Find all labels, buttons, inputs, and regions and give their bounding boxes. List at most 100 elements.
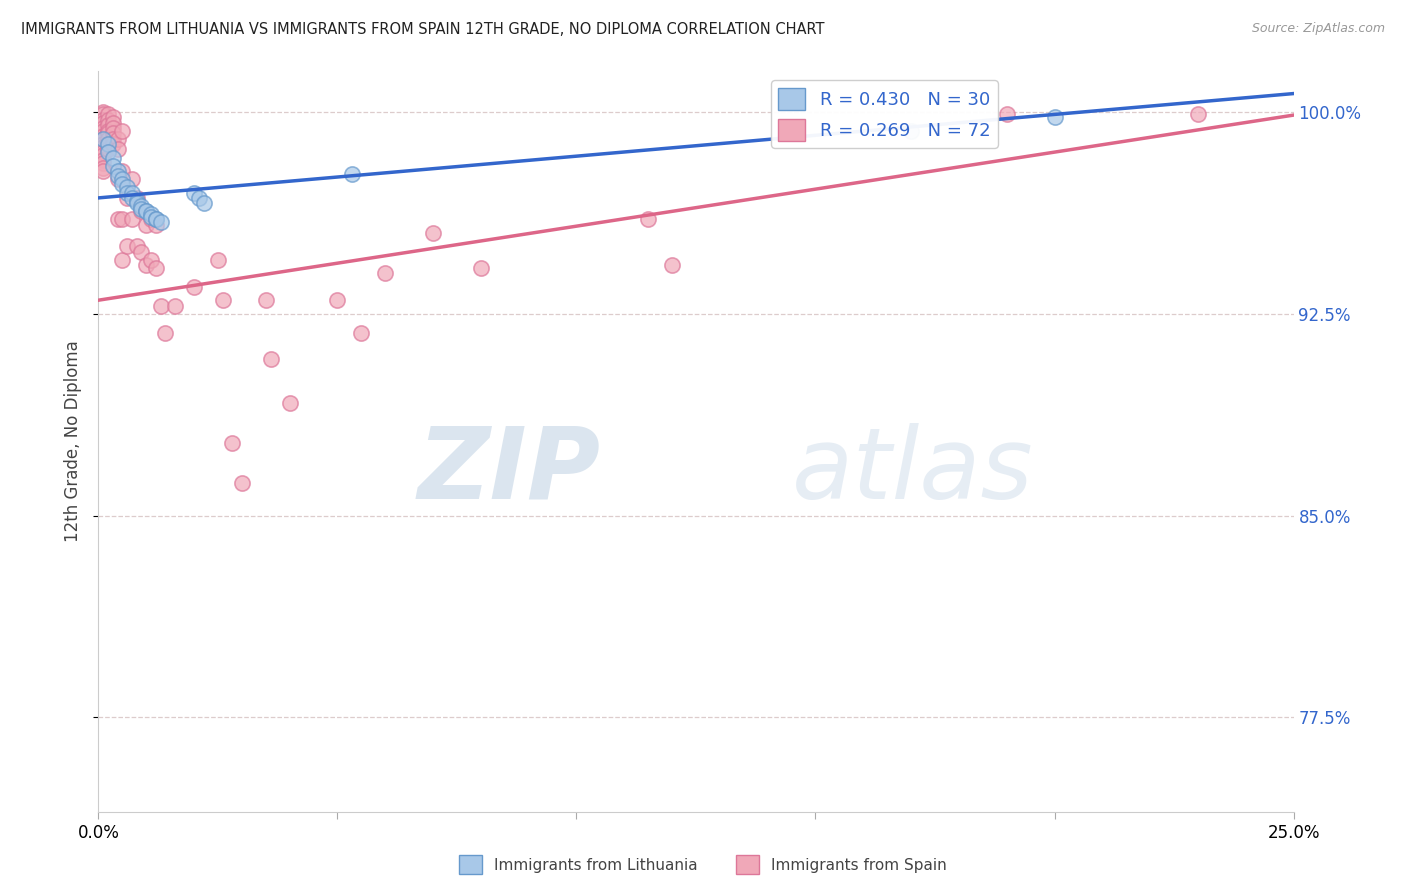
Point xyxy=(121,172,143,186)
Point xyxy=(637,212,659,227)
Point xyxy=(125,196,148,211)
Point xyxy=(101,115,124,129)
Point xyxy=(115,186,138,200)
Point xyxy=(97,131,120,145)
Point xyxy=(115,180,138,194)
Point xyxy=(163,299,186,313)
Point xyxy=(111,123,134,137)
Point xyxy=(139,212,162,227)
Point xyxy=(97,126,120,140)
Point xyxy=(145,212,167,227)
Point xyxy=(422,226,444,240)
Point xyxy=(101,136,124,151)
Point xyxy=(121,186,143,200)
Point xyxy=(91,120,114,135)
Point xyxy=(97,123,120,137)
Point xyxy=(135,258,157,272)
Point xyxy=(187,191,209,205)
Point xyxy=(107,169,129,184)
Point xyxy=(155,326,177,340)
Point xyxy=(91,164,114,178)
Legend: Immigrants from Lithuania, Immigrants from Spain: Immigrants from Lithuania, Immigrants fr… xyxy=(453,849,953,880)
Point xyxy=(91,145,114,160)
Point xyxy=(259,352,281,367)
Point xyxy=(231,476,253,491)
Point xyxy=(91,156,114,170)
Point xyxy=(254,293,277,308)
Point xyxy=(125,194,148,208)
Point xyxy=(91,131,114,145)
Point xyxy=(1187,107,1209,121)
Point xyxy=(91,131,114,145)
Point xyxy=(326,293,349,308)
Point xyxy=(101,110,124,124)
Text: atlas: atlas xyxy=(792,423,1033,520)
Point xyxy=(101,151,124,165)
Point xyxy=(145,212,167,227)
Point xyxy=(1043,110,1066,124)
Point xyxy=(139,252,162,267)
Point xyxy=(101,120,124,135)
Point xyxy=(107,143,129,157)
Point xyxy=(107,172,129,186)
Point xyxy=(91,140,114,154)
Point xyxy=(111,172,134,186)
Point xyxy=(107,131,129,145)
Point xyxy=(125,239,148,253)
Point xyxy=(101,159,124,173)
Point xyxy=(97,136,120,151)
Text: ZIP: ZIP xyxy=(418,423,600,520)
Point xyxy=(340,167,363,181)
Point xyxy=(995,107,1018,121)
Point xyxy=(211,293,233,308)
Point xyxy=(221,436,243,450)
Point xyxy=(111,252,134,267)
Point xyxy=(661,258,683,272)
Point xyxy=(374,266,396,280)
Y-axis label: 12th Grade, No Diploma: 12th Grade, No Diploma xyxy=(63,341,82,542)
Point xyxy=(470,260,492,275)
Point xyxy=(91,107,114,121)
Point xyxy=(97,136,120,151)
Point xyxy=(900,123,922,137)
Point xyxy=(97,112,120,127)
Point xyxy=(183,279,205,293)
Text: Source: ZipAtlas.com: Source: ZipAtlas.com xyxy=(1251,22,1385,36)
Point xyxy=(91,161,114,176)
Point xyxy=(107,212,129,227)
Point xyxy=(111,178,134,192)
Point xyxy=(91,136,114,151)
Point xyxy=(101,126,124,140)
Point xyxy=(121,212,143,227)
Point xyxy=(131,199,153,213)
Point xyxy=(207,252,229,267)
Point xyxy=(193,196,215,211)
Point xyxy=(183,186,205,200)
Point xyxy=(115,239,138,253)
Point xyxy=(91,128,114,143)
Point xyxy=(91,104,114,119)
Point xyxy=(125,191,148,205)
Point xyxy=(149,299,172,313)
Text: IMMIGRANTS FROM LITHUANIA VS IMMIGRANTS FROM SPAIN 12TH GRADE, NO DIPLOMA CORREL: IMMIGRANTS FROM LITHUANIA VS IMMIGRANTS … xyxy=(21,22,824,37)
Point xyxy=(101,131,124,145)
Legend: R = 0.430   N = 30, R = 0.269   N = 72: R = 0.430 N = 30, R = 0.269 N = 72 xyxy=(770,80,998,148)
Point xyxy=(139,207,162,221)
Point xyxy=(145,260,167,275)
Point xyxy=(149,215,172,229)
Point xyxy=(115,191,138,205)
Point xyxy=(91,148,114,162)
Point xyxy=(131,204,153,219)
Point xyxy=(135,204,157,219)
Point xyxy=(135,204,157,219)
Point xyxy=(139,210,162,224)
Point xyxy=(107,164,129,178)
Point xyxy=(121,191,143,205)
Point xyxy=(350,326,373,340)
Point xyxy=(91,123,114,137)
Point xyxy=(97,107,120,121)
Point xyxy=(97,145,120,160)
Point xyxy=(91,112,114,127)
Point xyxy=(111,164,134,178)
Point xyxy=(97,118,120,132)
